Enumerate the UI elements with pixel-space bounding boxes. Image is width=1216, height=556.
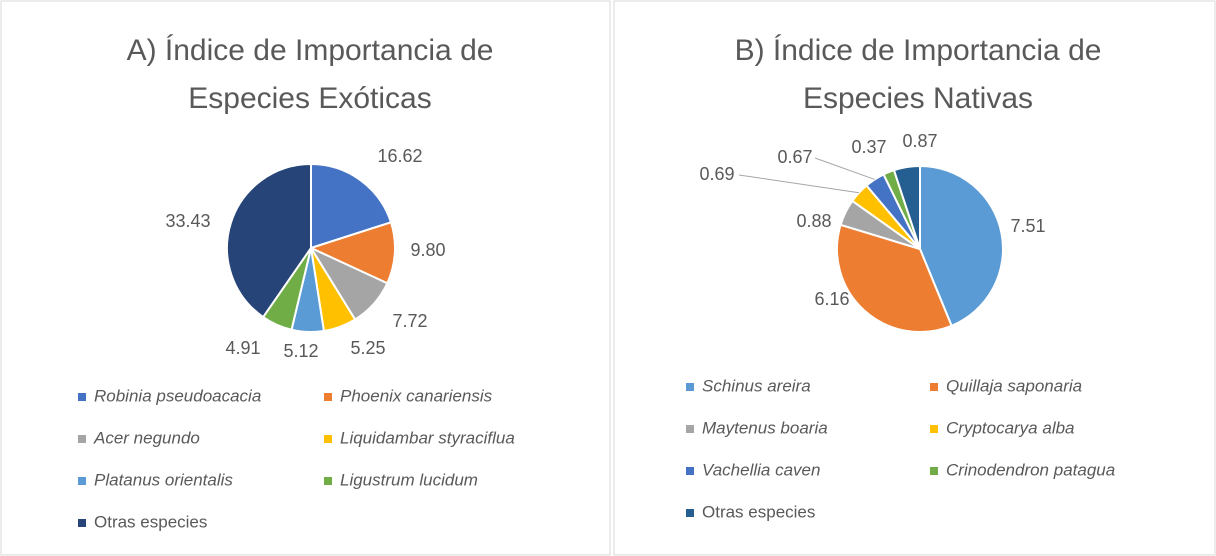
pie-slice: [836, 223, 953, 333]
legend-label: Crinodendron patagua: [946, 460, 1115, 479]
legend-swatch: [686, 425, 694, 433]
pie-slice: [310, 162, 393, 250]
legend-swatch: [78, 477, 86, 485]
data-label: 16.62: [377, 146, 422, 166]
legend-label: Cryptocarya alba: [946, 418, 1075, 437]
data-label: 5.12: [283, 341, 318, 361]
data-label: 0.69: [699, 164, 734, 184]
data-label: 4.91: [225, 338, 260, 358]
legend-label: Ligustrum lucidum: [340, 470, 478, 489]
data-label: 33.43: [165, 211, 210, 231]
legend-label: Phoenix canariensis: [340, 386, 493, 405]
legend-swatch: [78, 435, 86, 443]
legend-swatch: [324, 477, 332, 485]
chart-title: A) Índice de Importancia de: [127, 34, 494, 67]
data-label: 0.67: [777, 147, 812, 167]
legend-label: Maytenus boaria: [702, 418, 828, 437]
legend-label: Platanus orientalis: [94, 470, 233, 489]
legend-label: Otras especies: [702, 502, 815, 521]
data-label: 0.87: [902, 131, 937, 151]
legend-label: Schinus areira: [702, 376, 811, 395]
legend-swatch: [930, 383, 938, 391]
data-label: 0.37: [851, 137, 886, 157]
data-label: 7.51: [1010, 216, 1045, 236]
legend-swatch: [78, 519, 86, 527]
legend-swatch: [930, 425, 938, 433]
data-label: 9.80: [410, 240, 445, 260]
pie-slice: [892, 164, 921, 250]
leader-line: [814, 157, 875, 180]
data-label: 6.16: [814, 289, 849, 309]
legend-label: Acer negundo: [93, 428, 200, 447]
legend-swatch: [930, 467, 938, 475]
pie-slice: [308, 221, 396, 285]
chart-title: Especies Nativas: [803, 82, 1033, 115]
legend-swatch: [686, 509, 694, 517]
legend-swatch: [324, 393, 332, 401]
legend-label: Robinia pseudoacacia: [94, 386, 261, 405]
pie-slice: [226, 162, 312, 319]
legend-label: Otras especies: [94, 512, 207, 531]
legend-label: Vachellia caven: [702, 460, 820, 479]
legend-label: Quillaja saponaria: [946, 376, 1082, 395]
legend-swatch: [78, 393, 86, 401]
data-label: 0.88: [796, 211, 831, 231]
data-label: 7.72: [392, 311, 427, 331]
leader-line: [738, 174, 860, 194]
chart-title: Especies Exóticas: [188, 82, 431, 115]
data-label: 5.25: [350, 338, 385, 358]
legend-swatch: [686, 383, 694, 391]
legend-swatch: [686, 467, 694, 475]
legend-swatch: [324, 435, 332, 443]
legend-label: Liquidambar styraciflua: [340, 428, 515, 447]
chart-title: B) Índice de Importancia de: [735, 34, 1102, 67]
pie-slice: [919, 164, 1004, 328]
